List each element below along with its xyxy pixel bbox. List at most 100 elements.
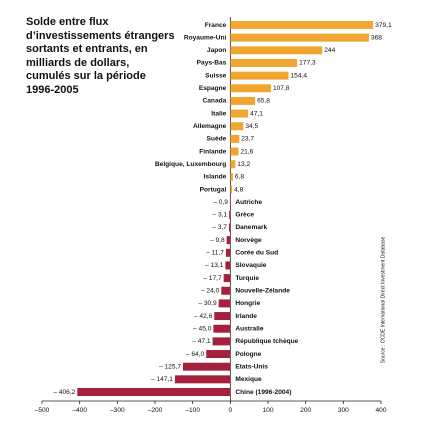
bar — [230, 96, 256, 105]
value-label: – 45,0 — [193, 325, 212, 332]
chart-title: Solde entre flux d’investissements étran… — [26, 16, 175, 96]
bar — [230, 185, 233, 194]
bar — [226, 236, 231, 245]
value-label: 34,5 — [245, 123, 258, 130]
value-label: 65,8 — [257, 98, 270, 105]
bar — [182, 362, 231, 371]
value-label: 154,4 — [290, 72, 307, 79]
x-tick-label: –200 — [148, 407, 163, 414]
category-label: Mexique — [235, 376, 262, 383]
value-label: 107,8 — [273, 85, 290, 92]
value-label: 6,8 — [235, 174, 244, 181]
bar — [230, 58, 298, 67]
value-label: 244 — [324, 47, 335, 54]
value-label: – 47,1 — [192, 338, 211, 345]
bar — [230, 134, 240, 143]
value-label: – 11,7 — [206, 250, 224, 257]
bar — [218, 299, 231, 308]
bar — [229, 210, 231, 219]
value-label: – 3,7 — [212, 224, 227, 231]
bar — [225, 261, 231, 270]
category-label: Pays-Bas — [197, 60, 227, 67]
x-ticks: –500 –400 –300 –200 –100 0 100 200 300 400 — [35, 401, 387, 414]
value-label: – 0,9 — [213, 199, 228, 206]
category-label: Allemagne — [193, 123, 227, 130]
category-label: France — [205, 22, 227, 29]
value-label: – 3,1 — [212, 212, 227, 219]
value-label: – 9,8 — [210, 237, 225, 244]
category-label: Italie — [211, 110, 226, 117]
category-label: Danemark — [235, 224, 267, 231]
value-label: 47,1 — [250, 110, 263, 117]
category-label: Suisse — [205, 72, 227, 79]
category-label: Portugal — [200, 186, 227, 193]
category-label: Belgique, Luxembourg — [155, 161, 226, 168]
bar — [230, 21, 374, 29]
value-label: – 125,7 — [159, 363, 181, 370]
bar — [174, 375, 231, 384]
category-label: Japon — [207, 47, 226, 54]
value-label: 177,3 — [299, 60, 316, 67]
x-tick-label: –400 — [72, 407, 87, 414]
category-label: Canada — [203, 98, 227, 105]
category-label: Corée du Sud — [235, 250, 278, 257]
category-label: Grèce — [235, 212, 254, 219]
category-label: Irlande — [235, 313, 257, 320]
value-label: 13,2 — [237, 161, 250, 168]
bar — [223, 274, 231, 283]
x-tick-label: –500 — [35, 407, 50, 414]
bar — [230, 172, 233, 181]
x-tick-label: 400 — [375, 407, 386, 414]
bar — [228, 223, 231, 232]
category-label: Australie — [235, 325, 264, 332]
category-label: Islande — [204, 174, 227, 181]
bar — [221, 286, 231, 295]
category-label: Finlande — [199, 148, 226, 155]
value-label: – 406,2 — [53, 389, 75, 396]
bar — [77, 388, 231, 396]
bar — [214, 312, 231, 321]
category-label: Slovaquie — [235, 262, 266, 269]
category-label: Espagne — [199, 85, 227, 92]
bar — [230, 147, 239, 156]
category-label: Royaume-Uni — [184, 34, 227, 41]
x-tick-label: –300 — [110, 407, 125, 414]
value-label: – 24,0 — [201, 288, 220, 295]
value-label: – 30,9 — [198, 300, 217, 307]
category-label: République tchèque — [235, 338, 298, 345]
x-tick-label: 200 — [300, 407, 311, 414]
category-label: Pologne — [235, 351, 261, 358]
category-label: Norvège — [235, 237, 262, 244]
x-tick-label: 300 — [338, 407, 349, 414]
x-tick-label: –100 — [185, 407, 200, 414]
bar — [230, 109, 249, 118]
value-label: – 13,1 — [205, 262, 224, 269]
value-label: 368 — [371, 34, 382, 41]
value-label: 379,1 — [375, 22, 392, 29]
value-label: 21,6 — [240, 148, 253, 155]
bar — [230, 71, 289, 80]
value-label: – 147,1 — [151, 376, 173, 383]
bar — [230, 160, 236, 169]
bar — [213, 324, 231, 333]
bar — [212, 337, 231, 346]
x-tick-label: 0 — [228, 407, 232, 414]
category-label: Suède — [207, 136, 227, 143]
bar — [206, 350, 231, 359]
value-label: – 42,6 — [194, 313, 213, 320]
value-label: 4,8 — [234, 186, 243, 193]
value-label: – 17,7 — [203, 275, 222, 282]
category-label: Nouvelle-Zélande — [235, 288, 290, 295]
bar — [230, 46, 323, 55]
category-label: Chine (1996-2004) — [235, 389, 291, 396]
category-label: Hongrie — [235, 300, 260, 307]
bar — [230, 33, 369, 42]
category-label: Autriche — [235, 199, 262, 206]
source: Source : OCDE International Direct Inves… — [380, 237, 386, 364]
x-tick-label: 100 — [262, 407, 273, 414]
bar — [230, 122, 244, 131]
value-label: 23,7 — [241, 136, 254, 143]
category-label: Turquie — [235, 275, 259, 282]
